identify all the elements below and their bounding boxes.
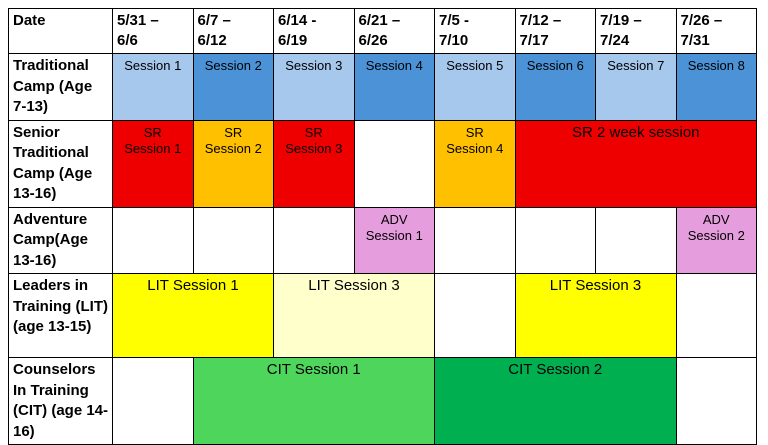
row: Adventure Camp(Age 13-16) ADV Session 1 AD… (8, 206, 757, 274)
header-cell: 5/31 – 6/6 (112, 8, 194, 54)
row-label: Adventure Camp(Age 13-16) (8, 206, 113, 274)
empty-cell (675, 273, 757, 358)
session-cell: SR Session 3 (273, 119, 355, 208)
empty-cell (112, 357, 194, 445)
header-cell: 6/21 – 6/26 (353, 8, 435, 54)
header-cell: 6/7 – 6/12 (192, 8, 274, 54)
session-cell: Session 8 (675, 53, 757, 121)
session-cell: CIT Session 2 (434, 357, 677, 445)
session-cell: LIT Session 3 (514, 273, 677, 358)
schedule-table: Date 5/31 – 6/6 6/7 – 6/12 6/14 - 6/19 6/21 … (8, 8, 757, 445)
header-cell: 6/14 - 6/19 (273, 8, 355, 54)
empty-cell (192, 206, 274, 274)
header-row: Date 5/31 – 6/6 6/7 – 6/12 6/14 - 6/19 6/21 … (8, 8, 757, 54)
session-cell: SR 2 week session (514, 119, 757, 208)
row-label: Traditional Camp (Age 7-13) (8, 53, 113, 121)
session-cell: LIT Session 3 (273, 273, 435, 358)
session-cell: Session 4 (353, 53, 435, 121)
header-cell: Date (8, 8, 113, 54)
row-label: Senior Traditional Camp (Age 13-16) (8, 119, 113, 208)
session-cell: Session 7 (595, 53, 677, 121)
session-cell: LIT Session 1 (112, 273, 274, 358)
row-label: Leaders in Training (LIT) (age 13-15) (8, 273, 113, 358)
session-cell: CIT Session 1 (192, 357, 435, 445)
empty-cell (434, 206, 516, 274)
empty-cell (434, 273, 516, 358)
row: Senior Traditional Camp (Age 13-16) SR Se… (8, 119, 757, 208)
header-cell: 7/5 - 7/10 (434, 8, 516, 54)
page: Date 5/31 – 6/6 6/7 – 6/12 6/14 - 6/19 6/21 … (8, 8, 757, 445)
empty-cell (595, 206, 677, 274)
session-cell: ADV Session 1 (353, 206, 435, 274)
empty-cell (353, 119, 435, 208)
row-label: Counselors In Training (CIT) (age 14-16) (8, 357, 113, 445)
session-cell: Session 5 (434, 53, 516, 121)
row: Traditional Camp (Age 7-13) Session 1 Sess… (8, 53, 757, 121)
header-cell: 7/26 – 7/31 (675, 8, 757, 54)
header-cell: 7/19 – 7/24 (595, 8, 677, 54)
empty-cell (273, 206, 355, 274)
header-cell: 7/12 – 7/17 (514, 8, 596, 54)
empty-cell (675, 357, 757, 445)
empty-cell (112, 206, 194, 274)
session-cell: Session 1 (112, 53, 194, 121)
session-cell: ADV Session 2 (675, 206, 757, 274)
session-cell: Session 2 (192, 53, 274, 121)
session-cell: SR Session 1 (112, 119, 194, 208)
session-cell: Session 3 (273, 53, 355, 121)
row: Leaders in Training (LIT) (age 13-15) LIT… (8, 273, 757, 358)
session-cell: SR Session 4 (434, 119, 516, 208)
empty-cell (514, 206, 596, 274)
row: Counselors In Training (CIT) (age 14-16)… (8, 357, 757, 445)
session-cell: Session 6 (514, 53, 596, 121)
session-cell: SR Session 2 (192, 119, 274, 208)
